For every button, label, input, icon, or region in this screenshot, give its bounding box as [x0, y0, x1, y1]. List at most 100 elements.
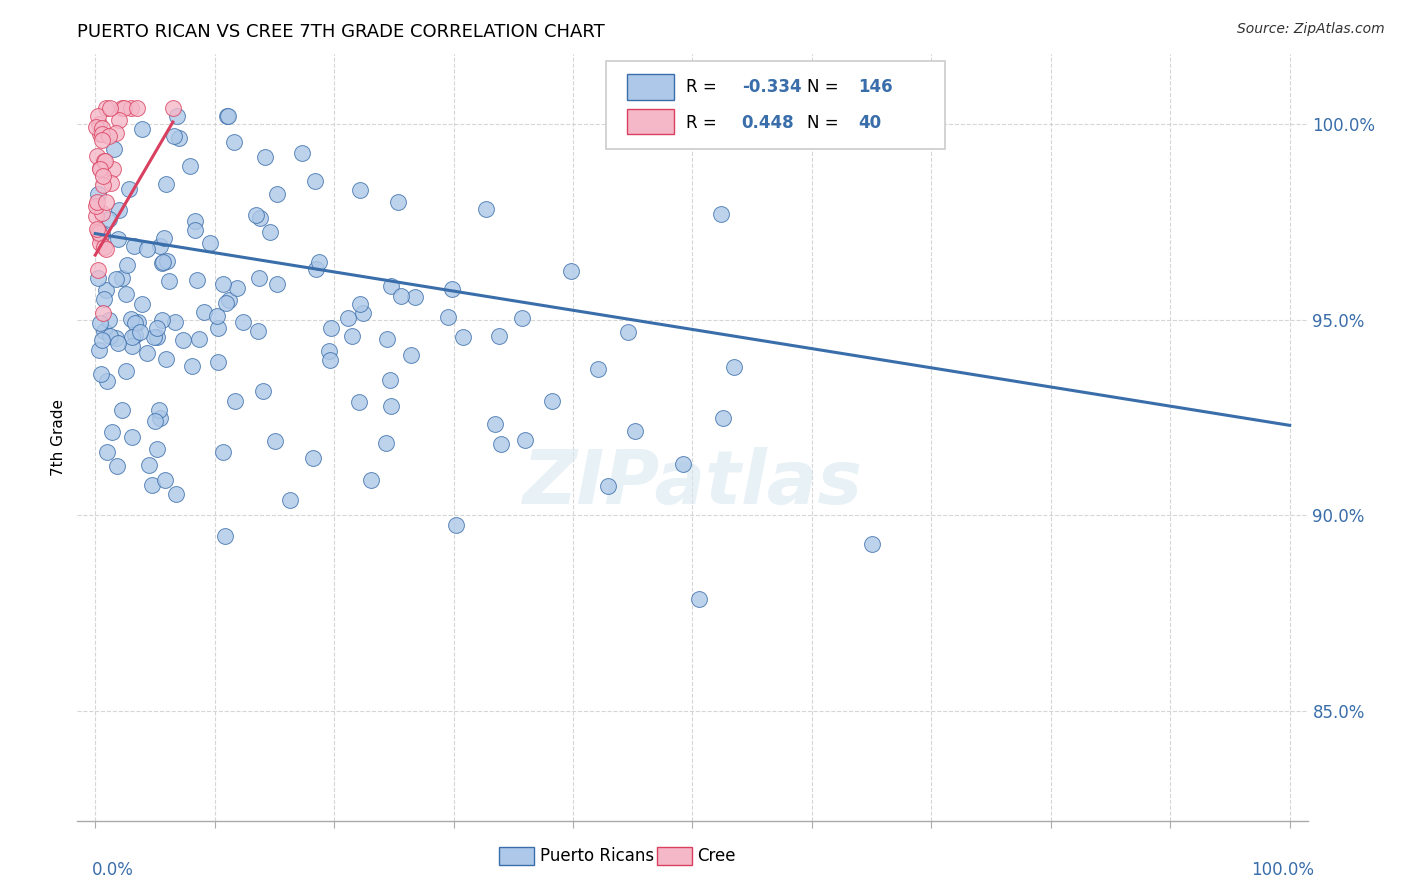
Point — [217, 109, 239, 123]
Point — [375, 332, 398, 346]
Point — [107, 232, 129, 246]
Point — [198, 236, 221, 251]
Point — [93, 324, 115, 338]
Point — [89, 162, 111, 177]
Text: 40: 40 — [859, 113, 882, 131]
Point — [155, 351, 177, 366]
Point — [100, 177, 122, 191]
Point — [98, 211, 121, 226]
Text: R =: R = — [686, 78, 723, 95]
Point — [103, 142, 125, 156]
Point — [86, 187, 108, 202]
Point — [101, 425, 124, 439]
Point — [723, 359, 745, 374]
Point — [163, 314, 186, 328]
Point — [380, 279, 402, 293]
Text: Source: ZipAtlas.com: Source: ZipAtlas.com — [1237, 22, 1385, 37]
Point — [89, 236, 111, 251]
Point — [149, 411, 172, 425]
Point — [340, 328, 363, 343]
Point — [125, 101, 148, 115]
Point — [141, 478, 163, 492]
Text: 0.0%: 0.0% — [91, 861, 134, 879]
Point — [146, 330, 169, 344]
Point — [152, 255, 174, 269]
FancyBboxPatch shape — [627, 74, 673, 100]
Point — [87, 263, 110, 277]
Text: Cree: Cree — [697, 847, 735, 865]
Point — [214, 528, 236, 542]
Point — [115, 258, 138, 272]
Point — [96, 242, 118, 256]
Point — [86, 149, 108, 163]
Y-axis label: 7th Grade: 7th Grade — [51, 399, 66, 475]
Point — [232, 315, 254, 329]
Point — [672, 457, 695, 471]
Point — [181, 359, 204, 373]
Point — [87, 224, 110, 238]
Point — [91, 333, 114, 347]
Point — [380, 373, 402, 387]
Point — [169, 131, 191, 145]
Point — [211, 445, 233, 459]
FancyBboxPatch shape — [627, 109, 673, 134]
Text: PUERTO RICAN VS CREE 7TH GRADE CORRELATION CHART: PUERTO RICAN VS CREE 7TH GRADE CORRELATI… — [77, 23, 605, 41]
Point — [252, 384, 274, 399]
Point — [121, 330, 143, 344]
Point — [91, 133, 114, 147]
Point — [114, 364, 136, 378]
Text: 100.0%: 100.0% — [1251, 861, 1315, 879]
Point — [389, 288, 412, 302]
Point — [135, 346, 157, 360]
Point — [404, 290, 426, 304]
Point — [90, 121, 112, 136]
Point — [207, 321, 229, 335]
Point — [105, 272, 128, 286]
Point — [112, 101, 135, 115]
Point — [212, 277, 235, 291]
Point — [90, 227, 112, 241]
Point — [121, 339, 143, 353]
Point — [129, 325, 152, 339]
Point — [224, 393, 246, 408]
Point — [304, 174, 326, 188]
Point — [104, 126, 127, 140]
Point — [155, 178, 177, 192]
Point — [149, 239, 172, 253]
Point — [89, 316, 111, 330]
Point — [266, 277, 288, 292]
Point — [103, 162, 125, 177]
Point — [207, 355, 229, 369]
Point — [710, 207, 733, 221]
Text: Puerto Ricans: Puerto Ricans — [540, 847, 654, 865]
Point — [215, 109, 238, 123]
Point — [541, 393, 564, 408]
Point — [711, 411, 734, 425]
Point — [186, 273, 208, 287]
Text: R =: R = — [686, 113, 723, 131]
Point — [86, 120, 108, 134]
Point — [143, 414, 166, 428]
Point — [131, 297, 153, 311]
Text: 146: 146 — [859, 78, 893, 95]
Point — [184, 214, 207, 228]
Point — [259, 226, 281, 240]
Point — [87, 343, 110, 358]
Point — [444, 518, 467, 533]
Point — [321, 320, 343, 334]
Point — [96, 445, 118, 459]
Point — [91, 306, 114, 320]
Point — [291, 145, 314, 160]
Text: 0.448: 0.448 — [742, 113, 794, 131]
Point — [349, 183, 371, 197]
Point — [218, 293, 240, 308]
Point — [111, 403, 134, 417]
Point — [318, 344, 340, 359]
Point — [349, 395, 371, 409]
Point — [86, 271, 108, 285]
Point — [127, 315, 149, 329]
Point — [91, 178, 114, 193]
Point — [352, 306, 374, 320]
Point — [440, 281, 463, 295]
Point — [98, 101, 121, 115]
